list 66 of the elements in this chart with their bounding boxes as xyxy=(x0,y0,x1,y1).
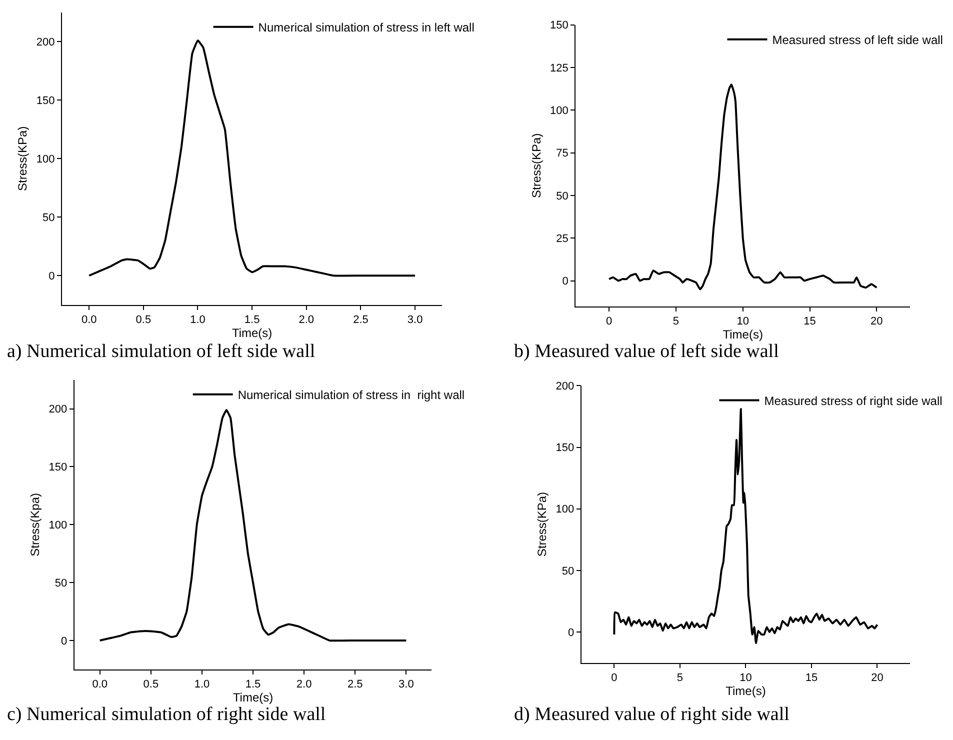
x-tick-label: 3.0 xyxy=(407,314,423,326)
y-tick-label: 50 xyxy=(556,190,568,202)
legend-label: Numerical simulation of stress in left wall xyxy=(258,20,474,35)
line-series xyxy=(98,408,408,642)
y-tick-label: 50 xyxy=(42,212,55,224)
x-tick-label: 10 xyxy=(736,316,749,328)
text: c) Numerical simulation of right side wall xyxy=(7,704,326,725)
x-tick-label: 20 xyxy=(871,672,884,684)
line-series xyxy=(608,84,878,290)
y-tick-label: 125 xyxy=(550,62,568,74)
y-tick-label: 75 xyxy=(556,148,568,160)
x-tick-label: 5 xyxy=(676,672,684,684)
y-tick-label: 150 xyxy=(556,442,574,454)
y-tick-label: 100 xyxy=(556,504,574,516)
y-tick-label: 0 xyxy=(568,626,574,639)
y-tick-label: 0 xyxy=(61,635,68,648)
y-tick-label: 150 xyxy=(36,94,55,107)
x-tick-label: 2.0 xyxy=(296,678,312,691)
text: b) Measured value of left side wall xyxy=(514,341,779,362)
y-axis-title: Stress(Kpa) xyxy=(28,492,42,556)
text: a) Numerical simulation of left side wall xyxy=(7,341,316,362)
legend-label: Numerical simulation of stress in right wall xyxy=(238,388,465,402)
text: d) Measured value of right side wall xyxy=(514,704,790,725)
x-tick-label: 0.0 xyxy=(92,678,108,691)
x-tick-label: 3.0 xyxy=(398,678,414,691)
x-axis-title: Time(s) xyxy=(726,684,766,698)
x-tick-label: 1.5 xyxy=(244,314,260,326)
y-axis-title: Stress(KPa) xyxy=(529,133,544,198)
y-axis-title: Stress(KPa) xyxy=(16,126,30,191)
x-tick-label: 10 xyxy=(740,672,752,684)
x-tick-label: 0.5 xyxy=(136,314,152,326)
x-axis-title: Time(s) xyxy=(232,690,274,705)
y-tick-label: 100 xyxy=(36,153,55,166)
legend-label: Measured stress of left side wall xyxy=(772,33,943,48)
y-tick-label: 200 xyxy=(36,36,55,48)
x-axis-title: Time(s) xyxy=(722,328,763,342)
y-tick-label: 150 xyxy=(48,462,68,474)
x-tick-label: 2.5 xyxy=(353,314,368,326)
y-axis-title: Stress(KPa) xyxy=(535,492,550,557)
y-tick-label: 100 xyxy=(48,520,68,532)
y-tick-label: 50 xyxy=(54,577,68,590)
y-tick-label: 0 xyxy=(48,270,55,282)
legend-label: Measured stress of right side wall xyxy=(764,394,942,408)
x-tick-label: 0 xyxy=(611,672,618,684)
y-tick-label: 200 xyxy=(48,404,68,416)
x-tick-label: 2.5 xyxy=(347,678,363,691)
x-tick-label: 0.0 xyxy=(81,314,97,326)
x-tick-label: 1.5 xyxy=(245,678,261,691)
y-tick-label: 50 xyxy=(562,565,574,578)
line-series xyxy=(613,408,878,644)
y-tick-label: 25 xyxy=(556,232,568,245)
y-tick-label: 0 xyxy=(562,276,568,288)
x-tick-label: 15 xyxy=(805,672,818,684)
x-tick-label: 1.0 xyxy=(194,678,210,691)
y-tick-label: 150 xyxy=(550,20,568,32)
y-tick-label: 200 xyxy=(556,380,574,393)
y-tick-label: 100 xyxy=(550,104,568,117)
line-series xyxy=(88,39,416,277)
x-tick-label: 5 xyxy=(672,316,680,328)
x-tick-label: 0.5 xyxy=(143,678,159,691)
x-tick-label: 2.0 xyxy=(298,314,314,326)
x-tick-label: 0 xyxy=(606,316,612,328)
x-tick-label: 1.0 xyxy=(190,314,206,326)
x-tick-label: 15 xyxy=(804,316,816,328)
x-tick-label: 20 xyxy=(870,316,883,328)
x-axis-title: Time(s) xyxy=(232,326,272,340)
